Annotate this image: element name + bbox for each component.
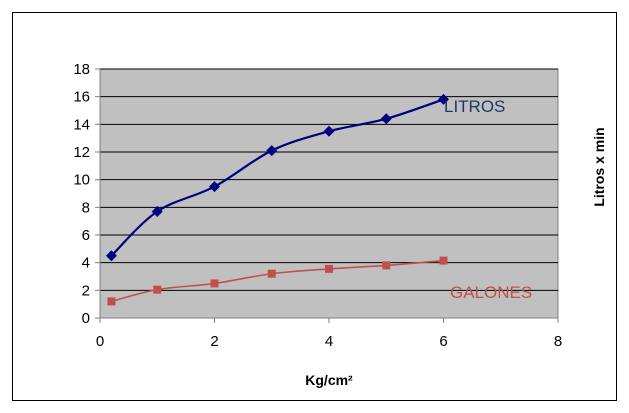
- series-label-litros: LITROS: [444, 97, 505, 116]
- y-tick-label-12: 12: [73, 144, 90, 161]
- data-point-galones-6: [439, 256, 448, 265]
- x-tick-label-8: 8: [554, 333, 562, 350]
- x-tick-label-4: 4: [325, 333, 333, 350]
- data-point-litros-2: [209, 181, 220, 193]
- y-tick-label-18: 18: [73, 61, 90, 78]
- plot-area: [99, 68, 559, 319]
- data-point-litros-4: [323, 125, 335, 137]
- data-point-litros-0: [105, 250, 117, 262]
- axes: 0 2 4 6 8 10 12 14 16 18 0 2 4 6 8: [73, 61, 562, 350]
- data-point-litros-5: [380, 113, 392, 125]
- data-point-galones-1: [153, 285, 162, 294]
- x-tick-label-0: 0: [96, 333, 104, 350]
- series-layer: [105, 93, 449, 306]
- y-tick-label-8: 8: [82, 199, 90, 216]
- data-point-litros-6: [438, 93, 449, 105]
- series-label-galones: GALONES: [450, 283, 532, 302]
- data-point-galones-0: [107, 297, 116, 306]
- data-point-litros-3: [266, 145, 278, 157]
- y-tick-label-2: 2: [82, 282, 90, 299]
- data-point-galones-4: [325, 264, 333, 273]
- y-tick-label-4: 4: [82, 255, 90, 272]
- y-axis-title: Litros x min: [591, 127, 607, 206]
- data-point-galones-5: [382, 261, 391, 270]
- y-tick-label-16: 16: [73, 89, 90, 106]
- y-tick-label-0: 0: [82, 310, 90, 327]
- data-point-litros-1: [151, 205, 163, 217]
- data-point-galones-3: [267, 269, 276, 278]
- y-tick-label-6: 6: [82, 227, 90, 244]
- x-tick-label-2: 2: [210, 333, 218, 350]
- y-tick-label-10: 10: [73, 172, 90, 189]
- gridlines: [100, 68, 558, 319]
- x-tick-label-6: 6: [439, 333, 447, 350]
- data-point-galones-2: [210, 279, 219, 288]
- x-axis-title: Kg/cm²: [305, 372, 353, 388]
- y-tick-label-14: 14: [73, 116, 90, 133]
